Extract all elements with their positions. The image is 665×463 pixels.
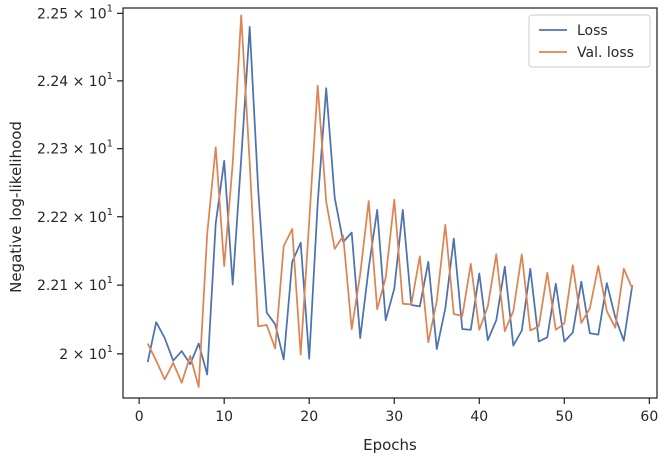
legend-box [528,14,651,68]
x-tick-label: 20 [300,409,318,425]
x-tick-label: 0 [135,409,144,425]
legend: Loss Val. loss [528,14,651,68]
y-tick-label: 2.25 × 101 [37,3,113,22]
y-tick-label: 2.22 × 101 [37,207,113,226]
y-tick-label: 2.24 × 101 [37,71,113,90]
y-axis: 2 × 101 2.21 × 101 2.22 × 101 2.23 × 101 2.2… [37,3,123,363]
series-line-1 [146,14,634,388]
series-lines [146,14,634,388]
x-tick-label: 10 [215,409,233,425]
y-tick-label: 2.21 × 101 [37,275,113,294]
x-axis: 0 10 20 30 40 50 60 [135,398,658,425]
plot-area-frame [122,7,658,399]
x-tick-label: 60 [640,409,658,425]
x-tick-label: 30 [385,409,403,425]
legend-label-val-loss: Val. loss [577,45,634,61]
x-axis-label: Epochs [363,436,417,454]
legend-label-loss: Loss [577,23,608,39]
x-tick-label: 40 [470,409,488,425]
y-axis-label: Negative log-likelihood [7,121,25,293]
x-tick-label: 50 [555,409,573,425]
y-tick-label: 2 × 101 [59,344,113,363]
y-tick-label: 2.23 × 101 [37,139,113,158]
